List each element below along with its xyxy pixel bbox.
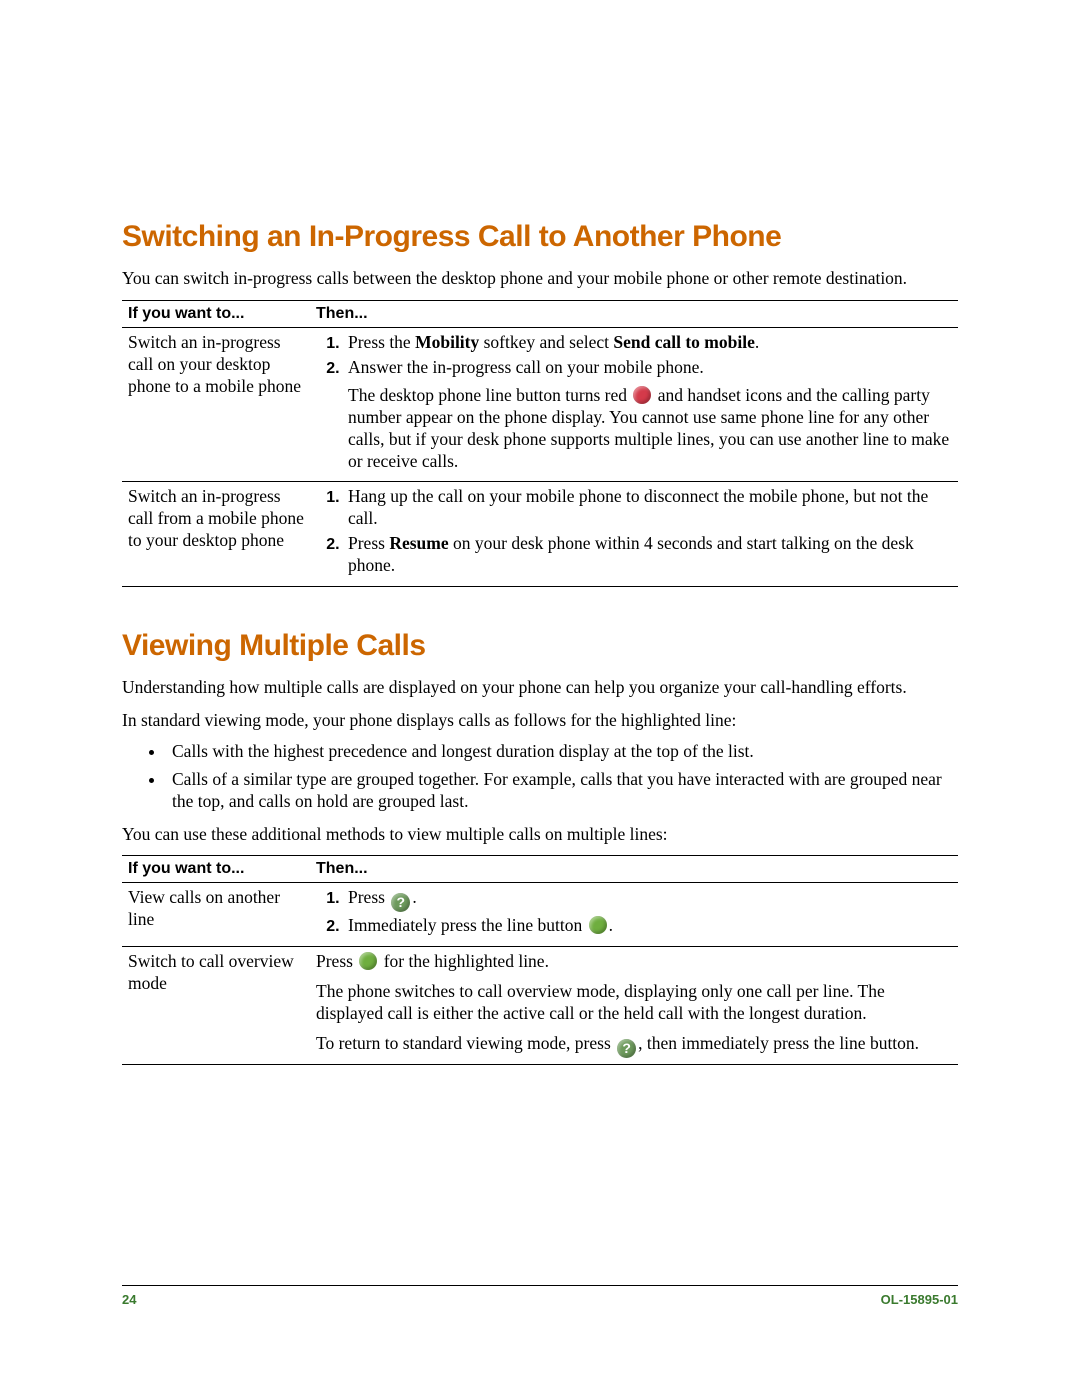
text: , then immediately press the line button… [638, 1033, 919, 1053]
text: . [609, 915, 613, 935]
bullet-item: Calls of a similar type are grouped toge… [166, 768, 958, 813]
intro-viewing-2: In standard viewing mode, your phone dis… [122, 709, 958, 731]
intro-viewing-1: Understanding how multiple calls are dis… [122, 677, 958, 699]
text: . [412, 887, 416, 907]
line-button-red-icon [633, 386, 651, 404]
table-header-row: If you want to... Then... [122, 300, 958, 327]
text: Press [348, 887, 389, 907]
table-row: Switch to call overview mode Press for t… [122, 947, 958, 1065]
line-button-green-icon [589, 916, 607, 934]
cell-if: View calls on another line [122, 883, 310, 947]
step-item: Press ?. [344, 887, 952, 912]
softkey-resume: Resume [389, 533, 448, 553]
step-item: Press the Mobility softkey and select Se… [344, 332, 952, 354]
col-if-header: If you want to... [122, 300, 310, 327]
text: Press [348, 533, 389, 553]
option-send-call: Send call to mobile [613, 332, 754, 352]
text: . [755, 332, 759, 352]
text: Hang up the call on your mobile phone to… [348, 486, 928, 528]
bullet-list: Calls with the highest precedence and lo… [122, 740, 958, 813]
text: The desktop phone line button turns red [348, 385, 631, 405]
table-row: Switch an in-progress call from a mobile… [122, 482, 958, 587]
heading-viewing-calls: Viewing Multiple Calls [122, 629, 958, 663]
intro-switching: You can switch in-progress calls between… [122, 268, 958, 290]
page-number: 24 [122, 1292, 136, 1307]
text: Immediately press the line button [348, 915, 587, 935]
cell-then: Press the Mobility softkey and select Se… [310, 327, 958, 482]
heading-switching-call: Switching an In-Progress Call to Another… [122, 220, 958, 254]
cell-if: Switch to call overview mode [122, 947, 310, 1065]
help-button-icon: ? [617, 1039, 636, 1058]
table-row: View calls on another line Press ?. Imme… [122, 883, 958, 947]
col-if-header: If you want to... [122, 856, 310, 883]
softkey-mobility: Mobility [415, 332, 479, 352]
cell-if: Switch an in-progress call on your deskt… [122, 327, 310, 482]
line-button-green-icon [359, 952, 377, 970]
cell-then: Press for the highlighted line. The phon… [310, 947, 958, 1065]
document-page: Switching an In-Progress Call to Another… [0, 0, 1080, 1397]
cell-then: Hang up the call on your mobile phone to… [310, 482, 958, 587]
text: Press [316, 951, 357, 971]
cell-paragraph: To return to standard viewing mode, pres… [316, 1033, 952, 1058]
col-then-header: Then... [310, 856, 958, 883]
step-item: Answer the in-progress call on your mobi… [344, 357, 952, 473]
cell-if: Switch an in-progress call from a mobile… [122, 482, 310, 587]
table-viewing: If you want to... Then... View calls on … [122, 855, 958, 1065]
bullet-item: Calls with the highest precedence and lo… [166, 740, 958, 762]
step-item: Press Resume on your desk phone within 4… [344, 533, 952, 577]
table-header-row: If you want to... Then... [122, 856, 958, 883]
text: Press the [348, 332, 415, 352]
help-button-icon: ? [391, 893, 410, 912]
text: Answer the in-progress call on your mobi… [348, 357, 704, 377]
cell-then: Press ?. Immediately press the line butt… [310, 883, 958, 947]
step-item: Hang up the call on your mobile phone to… [344, 486, 952, 530]
cell-paragraph: Press for the highlighted line. [316, 951, 952, 973]
page-footer: 24 OL-15895-01 [122, 1285, 958, 1307]
intro-viewing-3: You can use these additional methods to … [122, 823, 958, 845]
table-switching: If you want to... Then... Switch an in-p… [122, 300, 958, 588]
document-id: OL-15895-01 [881, 1292, 958, 1307]
text: To return to standard viewing mode, pres… [316, 1033, 615, 1053]
step-item: Immediately press the line button . [344, 915, 952, 937]
text: for the highlighted line. [379, 951, 549, 971]
table-row: Switch an in-progress call on your deskt… [122, 327, 958, 482]
col-then-header: Then... [310, 300, 958, 327]
text: softkey and select [479, 332, 613, 352]
cell-paragraph: The phone switches to call overview mode… [316, 981, 952, 1025]
